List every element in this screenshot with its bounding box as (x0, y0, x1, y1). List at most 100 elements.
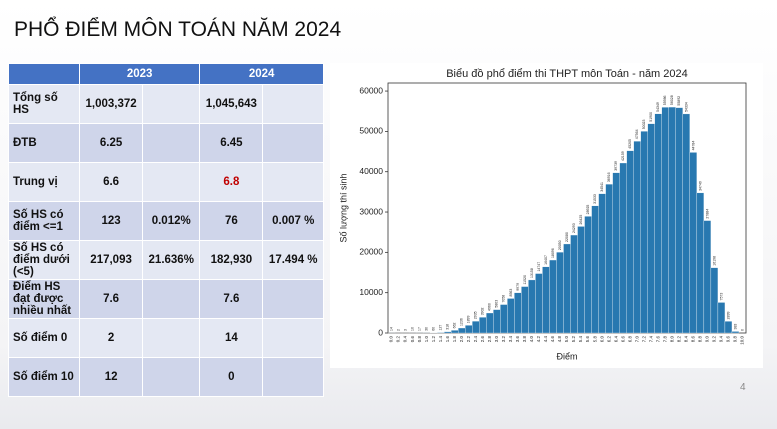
value-label: 1899 (467, 316, 471, 324)
row-label: Số điểm 0 (8, 318, 80, 358)
bar (633, 141, 641, 334)
value-label: 36916 (607, 172, 611, 182)
value-label: 55986 (663, 95, 667, 105)
bar (731, 331, 740, 334)
x-tick-label: 4.4 (543, 336, 548, 343)
table-body: Tổng số HS 1,003,372 1,045,643 ĐTB 6.25 6.45 T… (8, 84, 324, 397)
cell (142, 123, 201, 163)
x-tick-label: 2.4 (473, 336, 478, 343)
bar (682, 113, 690, 334)
header-cell (8, 63, 80, 85)
value-label: 31533 (593, 194, 597, 204)
value-label: 60 (432, 327, 436, 331)
value-label: 0 (740, 329, 744, 331)
value-label: 2899 (726, 311, 730, 319)
x-tick-label: 0.2 (396, 336, 401, 343)
value-label: 30 (425, 327, 429, 331)
value-label: 55892 (677, 96, 681, 106)
y-tick-label: 50000 (359, 126, 383, 136)
x-tick-label: 8.6 (691, 336, 696, 343)
bar (717, 302, 726, 334)
cell (262, 162, 324, 202)
table-row: Số HS có điểm dưới (<5) 217,093 21.636% 182… (8, 240, 324, 280)
x-tick-label: 9.0 (705, 336, 710, 343)
bar (668, 106, 676, 334)
bar (479, 317, 487, 334)
value-label: 47564 (635, 129, 639, 139)
row-label: Số HS có điểm dưới (<5) (8, 240, 80, 280)
value-label: 56028 (670, 95, 674, 105)
bar (507, 298, 515, 334)
value-label: 383 (733, 324, 737, 330)
table-row: Điểm HS đạt được nhiều nhất 7.6 7.6 (8, 279, 324, 319)
cell: 76 (199, 201, 264, 241)
bar (626, 150, 634, 334)
value-label: 42159 (621, 151, 625, 161)
value-label: 45205 (628, 139, 632, 149)
x-tick-label: 4.6 (550, 336, 555, 343)
cell: 1,003,372 (78, 84, 144, 124)
header-cell: 2023 (78, 63, 201, 85)
bar (472, 321, 480, 334)
bar (598, 193, 606, 334)
cell: 17.494 % (262, 240, 324, 280)
value-label: 9979 (516, 283, 520, 291)
x-tick-label: 0.0 (389, 336, 394, 343)
y-tick-label: 60000 (359, 85, 383, 95)
bar (500, 304, 508, 334)
value-label: 17 (418, 327, 422, 331)
value-label: 13158 (530, 268, 534, 278)
table-row: Số điểm 10 12 0 (8, 357, 324, 397)
x-tick-label: 1.8 (452, 336, 457, 343)
value-label: 18096 (551, 248, 555, 258)
value-label: 2 (396, 329, 400, 331)
x-tick-label: 6.2 (606, 336, 611, 343)
bar (591, 205, 599, 334)
bar (696, 192, 705, 334)
cell: 6.6 (78, 162, 144, 202)
slide-title: PHỔ ĐIỂM MÔN TOÁN NĂM 2024 (14, 18, 342, 41)
row-label: Số HS có điểm <=1 (8, 201, 80, 241)
x-tick-label: 3.6 (515, 336, 520, 343)
x-tick-label: 6.6 (620, 336, 625, 343)
value-label: 34541 (600, 182, 604, 192)
cell: 6.25 (78, 123, 144, 163)
cell: 6.45 (199, 123, 264, 163)
bar (486, 312, 494, 334)
cell: 1,045,643 (199, 84, 264, 124)
header-cell: 2024 (199, 63, 324, 85)
value-label: 50023 (642, 120, 646, 130)
bar (493, 309, 501, 334)
x-axis-label: Điểm (556, 351, 577, 361)
bar (724, 321, 733, 334)
bar (465, 325, 473, 334)
x-tick-label: 5.2 (571, 336, 576, 343)
value-label: 28925 (586, 205, 590, 215)
header-row: 2023 2024 (8, 63, 324, 85)
cell: 0.012% (142, 201, 201, 241)
x-tick-label: 7.8 (662, 336, 667, 343)
x-tick-label: 5.4 (578, 336, 583, 343)
value-label: 318 (446, 324, 450, 330)
bar (458, 327, 466, 334)
bar (570, 234, 578, 334)
value-label: 24293 (572, 223, 576, 233)
cell: 2 (78, 318, 144, 358)
bar (535, 273, 543, 334)
x-tick-label: 9.8 (733, 336, 738, 343)
cell: 0.007 % (262, 201, 324, 241)
bar (612, 172, 620, 334)
x-tick-label: 0.8 (417, 336, 422, 343)
y-tick-label: 10000 (359, 287, 383, 297)
x-tick-label: 9.2 (712, 336, 717, 343)
value-label: 34749 (698, 181, 702, 191)
bar (542, 266, 550, 334)
cell: 0 (199, 357, 264, 397)
x-tick-label: 0.4 (403, 336, 408, 343)
x-tick-label: 7.6 (655, 336, 660, 343)
row-label: Điểm HS đạt được nhiều nhất (8, 279, 80, 319)
cell (142, 84, 201, 124)
y-tick-label: 0 (378, 327, 383, 337)
value-label: 2935 (474, 311, 478, 319)
value-label: 16198 (712, 256, 716, 266)
